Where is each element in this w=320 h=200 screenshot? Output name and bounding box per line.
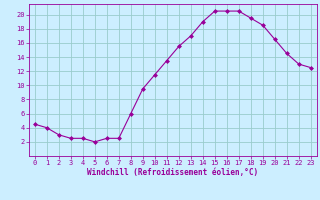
X-axis label: Windchill (Refroidissement éolien,°C): Windchill (Refroidissement éolien,°C) [87, 168, 258, 177]
